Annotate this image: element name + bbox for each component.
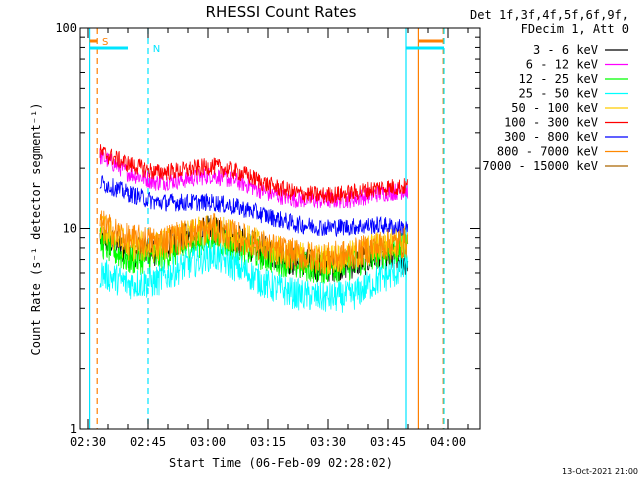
x-tick-label-2: 03:00 xyxy=(190,435,226,449)
x-tick-label-6: 04:00 xyxy=(430,435,466,449)
flag-bands: SN xyxy=(88,28,445,429)
y-axis: 1 10 100 xyxy=(55,21,480,436)
flag-label-saa: S xyxy=(102,37,108,48)
legend-label-1: 6 - 12 keV xyxy=(526,58,598,72)
y-tick-label-1: 10 xyxy=(63,222,77,236)
legend-header-0: Det 1f,3f,4f,5f,6f,9f, xyxy=(470,8,629,22)
plot-frame xyxy=(79,27,481,430)
legend-label-8: 7000 - 15000 keV xyxy=(482,159,598,173)
series-group xyxy=(99,144,409,313)
x-tick-label-0: 02:30 xyxy=(70,435,106,449)
legend-label-6: 300 - 800 keV xyxy=(504,130,598,144)
series-line-7 xyxy=(99,210,409,274)
series-line-6 xyxy=(99,175,409,238)
legend-label-0: 3 - 6 keV xyxy=(533,43,598,57)
legend-label-3: 25 - 50 keV xyxy=(519,87,598,101)
series-line-5 xyxy=(99,144,409,204)
legend-label-5: 100 - 300 keV xyxy=(504,116,598,130)
series-line-3 xyxy=(99,239,409,313)
legend: Det 1f,3f,4f,5f,6f,9f,FDecim 1, Att 0 3 -… xyxy=(470,8,629,173)
legend-header-1: FDecim 1, Att 0 xyxy=(521,22,629,36)
legend-label-4: 50 - 100 keV xyxy=(511,101,598,115)
chart-title: RHESSI Count Rates xyxy=(206,3,357,21)
y-tick-label-0: 1 xyxy=(70,422,77,436)
y-axis-label: Count Rate (s⁻¹ detector segment⁻¹) xyxy=(29,103,43,356)
x-axis: 02:30 02:45 03:00 03:15 03:30 03:45 04:00 xyxy=(70,28,469,449)
legend-label-2: 12 - 25 keV xyxy=(519,72,598,86)
legend-label-7: 800 - 7000 keV xyxy=(497,145,598,159)
x-tick-label-5: 03:45 xyxy=(370,435,406,449)
y-tick-label-2: 100 xyxy=(55,21,77,35)
x-axis-label: Start Time (06-Feb-09 02:28:02) xyxy=(169,456,393,470)
series-line-1 xyxy=(99,148,409,209)
flag-label-night: N xyxy=(153,44,160,55)
x-tick-label-1: 02:45 xyxy=(130,435,166,449)
x-tick-label-3: 03:15 xyxy=(250,435,286,449)
x-tick-label-4: 03:30 xyxy=(310,435,346,449)
footer-date: 13-Oct-2021 21:00 xyxy=(562,467,638,476)
